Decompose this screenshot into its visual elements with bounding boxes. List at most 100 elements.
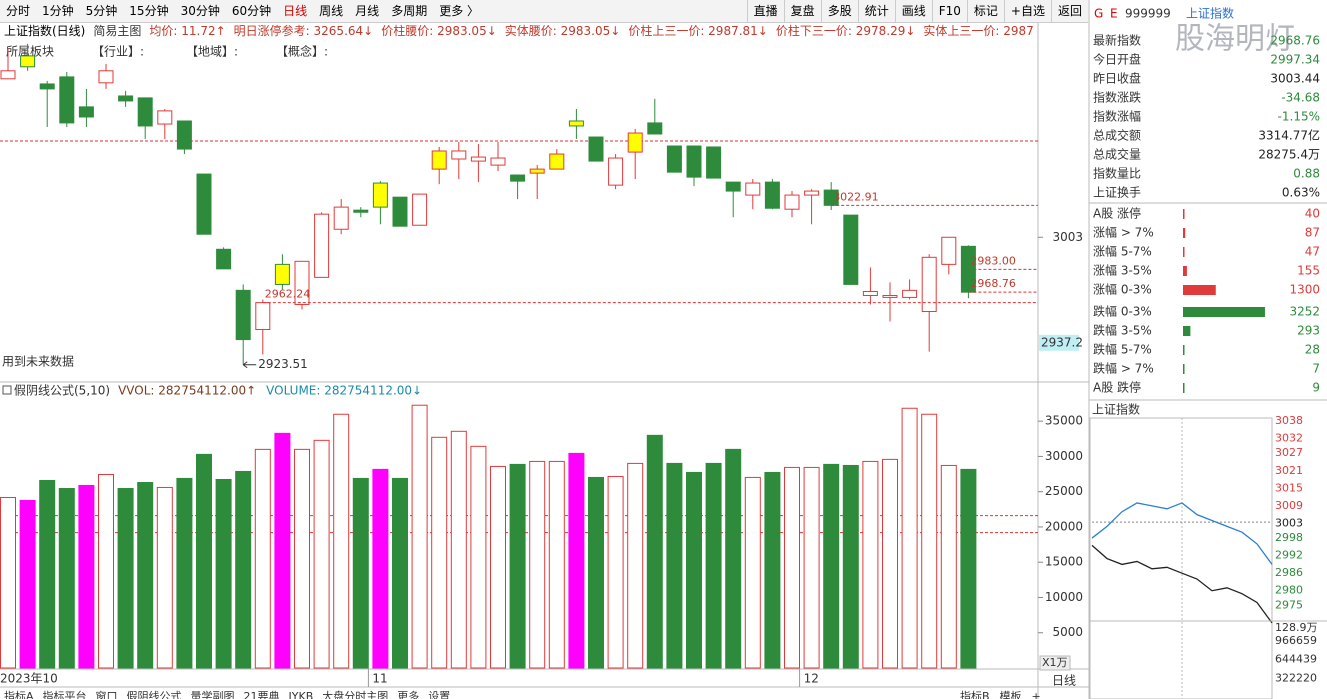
tab[interactable]: 量学副图 <box>191 689 235 699</box>
mark: E <box>1110 7 1118 21</box>
tab[interactable]: 21要典 <box>244 689 280 699</box>
stat-value: 3314.77亿 <box>1258 128 1320 143</box>
vol-tick-label: 966659 <box>1275 634 1317 647</box>
volume-bar <box>509 463 526 669</box>
y-tick-label: 25000 <box>1045 484 1083 498</box>
toolbar-button[interactable]: 统计 <box>857 0 895 22</box>
candle-body <box>333 206 349 230</box>
tab[interactable]: 窗口 <box>96 689 118 699</box>
breadth-bar <box>1183 364 1185 374</box>
toolbar-button[interactable]: 标记 <box>966 0 1004 22</box>
stat-value: -34.68 <box>1281 91 1320 105</box>
tab[interactable]: 假阴线公式 <box>127 689 182 699</box>
y-tick-label: 2975 <box>1275 598 1303 611</box>
volume-bar <box>117 488 134 669</box>
indicator: 实体上三一价: 2987.8 <box>923 24 1034 38</box>
stat-value: 3003.44 <box>1270 72 1320 86</box>
tab[interactable]: 更多 <box>397 689 419 699</box>
candle-body <box>314 213 330 278</box>
y-tick-label: 3021 <box>1275 464 1303 477</box>
icon <box>2 385 12 395</box>
stat-value: 28275.4万 <box>1258 148 1320 162</box>
volume-bar <box>137 482 154 669</box>
toolbar-button[interactable]: 月线 <box>355 4 380 18</box>
candle-body <box>941 236 957 265</box>
toolbar-button[interactable]: 周线 <box>319 4 344 18</box>
candle-body <box>412 193 428 226</box>
tab[interactable]: JYKB <box>288 690 314 699</box>
indicator: 价柱下三一价: 2978.29↓ <box>775 24 916 38</box>
toolbar-button[interactable]: 多周期 <box>391 4 428 18</box>
volume-bar <box>254 448 271 669</box>
volume-bar <box>78 484 95 669</box>
volume-bar <box>823 463 840 669</box>
candle-body <box>59 76 75 124</box>
volume-bar <box>411 404 428 669</box>
candle-body <box>862 290 878 296</box>
toolbar-button[interactable]: 直播 <box>746 0 784 22</box>
annotation-arrow <box>242 361 257 369</box>
indicator: 价柱腰价: 2983.05↓ <box>381 24 497 38</box>
breadth-label: 涨幅 > 7% <box>1093 225 1154 240</box>
candle-body <box>39 83 55 90</box>
tab[interactable]: 指标B <box>960 689 990 699</box>
volume-bar <box>646 434 663 669</box>
volume-bar <box>450 430 467 669</box>
tab[interactable]: 大盘分时主图 <box>322 689 388 699</box>
toolbar-button[interactable]: 1分钟 <box>42 4 74 18</box>
toolbar-button[interactable]: F10 <box>931 0 967 22</box>
vol-tick-label: 322220 <box>1275 671 1317 684</box>
toolbar-button[interactable]: 日线 <box>283 4 308 18</box>
y-tick-label: 3003 <box>1052 230 1083 244</box>
breadth-bar <box>1183 228 1186 238</box>
toolbar-button[interactable]: +自选 <box>1003 0 1051 22</box>
mini-line <box>1091 502 1273 565</box>
volume-bar <box>627 462 644 669</box>
toolbar-button[interactable]: 60分钟 <box>231 4 272 18</box>
toolbar-button[interactable]: 分时 <box>6 4 31 18</box>
breadth-value: 7 <box>1312 362 1320 376</box>
cursor-box <box>1039 334 1079 351</box>
breadth-label: A股 跌停 <box>1093 380 1141 395</box>
readout: VOLUME: 282754112.00↓ <box>266 384 422 398</box>
volume-bar <box>58 488 75 669</box>
tab[interactable]: 指标A <box>4 689 34 699</box>
candle-body <box>529 168 545 174</box>
volume-bar <box>19 500 36 669</box>
toolbar-button[interactable]: 15分钟 <box>129 4 169 18</box>
volume-bar <box>725 448 742 669</box>
candle-body <box>255 302 271 330</box>
candle-body <box>20 55 36 68</box>
y-tick-label: 5000 <box>1052 625 1083 639</box>
toolbar-button[interactable]: 画线 <box>894 0 932 22</box>
tab[interactable]: 模板 <box>1000 689 1022 699</box>
candle-body <box>235 289 251 341</box>
candle-body <box>804 190 820 196</box>
breadth-value: 9 <box>1312 381 1320 395</box>
tab[interactable]: + <box>1032 690 1041 699</box>
candle-body <box>78 106 94 118</box>
toolbar-button[interactable]: 多股 <box>820 0 858 22</box>
volume-bar <box>764 471 781 669</box>
toolbar-button[interactable]: 复盘 <box>783 0 821 22</box>
candle-body <box>843 214 859 285</box>
toolbar-button[interactable]: 5分钟 <box>85 4 118 18</box>
toolbar-button[interactable]: 30分钟 <box>180 4 220 18</box>
candle-body <box>510 174 526 182</box>
toolbar-button[interactable]: 返回 <box>1050 0 1088 22</box>
toolbar-button[interactable]: 更多 〉 <box>439 4 480 18</box>
volume-bar <box>392 477 408 669</box>
sector-label: 所属板块 <box>6 45 54 59</box>
stat-label: 今日开盘 <box>1093 52 1141 67</box>
candle-body <box>274 263 290 285</box>
y-tick-label: 2986 <box>1275 566 1303 579</box>
mode[interactable]: 简易主图 <box>93 24 142 38</box>
tab[interactable]: 指标平台 <box>43 689 87 699</box>
tab[interactable]: 设置 <box>428 690 450 699</box>
annotation: 2923.51 <box>258 357 308 371</box>
candle-body <box>725 181 741 192</box>
stat-label: 总成交量 <box>1093 147 1141 162</box>
volume-title: 假阴线公式(5,10) <box>14 384 110 398</box>
volume-bar <box>607 475 624 669</box>
